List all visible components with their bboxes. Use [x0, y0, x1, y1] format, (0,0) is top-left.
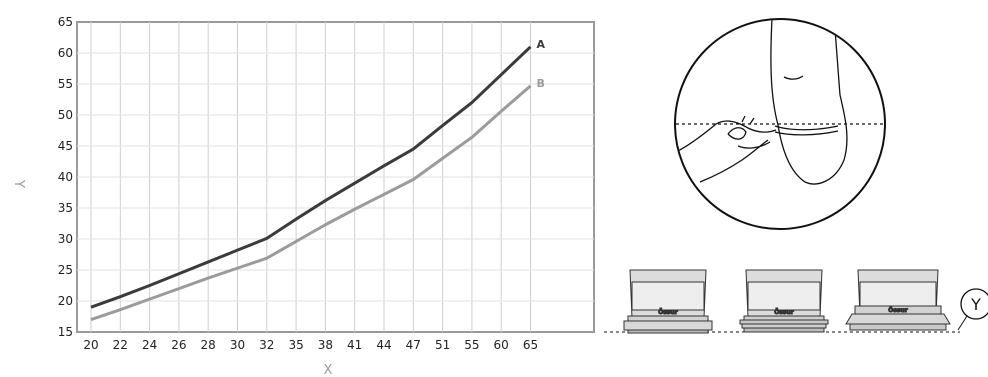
y-tick-label: 40	[58, 170, 73, 184]
y-tick-labels: 15 20 25 30 35 40 45 50 55 60 65	[58, 15, 73, 339]
series-line-A	[90, 45, 532, 309]
x-tick-label: 55	[464, 338, 479, 352]
y-tick-label: 50	[58, 108, 73, 122]
x-tick-label: 60	[494, 338, 509, 352]
y-tick-label: 35	[58, 201, 73, 215]
prosthetic-liner-icon: Össur Össur Össur	[604, 269, 960, 334]
product-brand-label: Össur	[774, 309, 794, 316]
liner-1: Össur	[623, 269, 713, 334]
series-line-B	[90, 84, 532, 322]
x-tick-label: 38	[318, 338, 333, 352]
y-tick-label: 45	[58, 139, 73, 153]
y-tick-label: 60	[58, 46, 73, 60]
y-tick-label: 25	[58, 263, 73, 277]
y-tick-label: 30	[58, 232, 73, 246]
x-tick-label: 28	[201, 338, 216, 352]
x-tick-label: 20	[83, 338, 98, 352]
y-tick-label: 55	[58, 77, 73, 91]
y-marker: Y	[957, 288, 988, 331]
liner-2: Össur	[739, 269, 829, 333]
series-label-A: A	[537, 38, 546, 51]
y-tick-label: 15	[58, 325, 73, 339]
series-lines: AB	[90, 38, 546, 322]
series-label-B: B	[537, 77, 545, 90]
y-tick-label: 65	[58, 15, 73, 29]
x-tick-label: 47	[406, 338, 421, 352]
line-chart: 15 20 25 30 35 40 45 50 55 60 65 20 22 24 26 28 30 32 35 3…	[11, 15, 595, 377]
x-tick-label: 44	[376, 338, 391, 352]
x-tick-labels: 20 22 24 26 28 30 32 35 38 41 44 47 51 55 60 65	[83, 338, 538, 352]
measuring-tape-on-leg-icon	[674, 18, 886, 230]
y-marker-label: Y	[970, 295, 981, 314]
product-brand-label: Össur	[658, 309, 678, 316]
x-tick-label: 32	[259, 338, 274, 352]
x-tick-label: 51	[435, 338, 450, 352]
x-tick-label: 41	[347, 338, 362, 352]
x-tick-label: 24	[142, 338, 157, 352]
x-axis-title: X	[324, 363, 333, 377]
product-brand-label: Össur	[888, 307, 908, 314]
x-tick-label: 65	[523, 338, 538, 352]
x-tick-label: 35	[288, 338, 303, 352]
x-tick-label: 30	[230, 338, 245, 352]
x-tick-label: 22	[113, 338, 128, 352]
liner-3: Össur	[845, 269, 951, 331]
y-tick-label: 20	[58, 294, 73, 308]
gridlines	[77, 22, 594, 332]
x-tick-label: 26	[171, 338, 186, 352]
y-axis-title: Y	[11, 179, 26, 188]
